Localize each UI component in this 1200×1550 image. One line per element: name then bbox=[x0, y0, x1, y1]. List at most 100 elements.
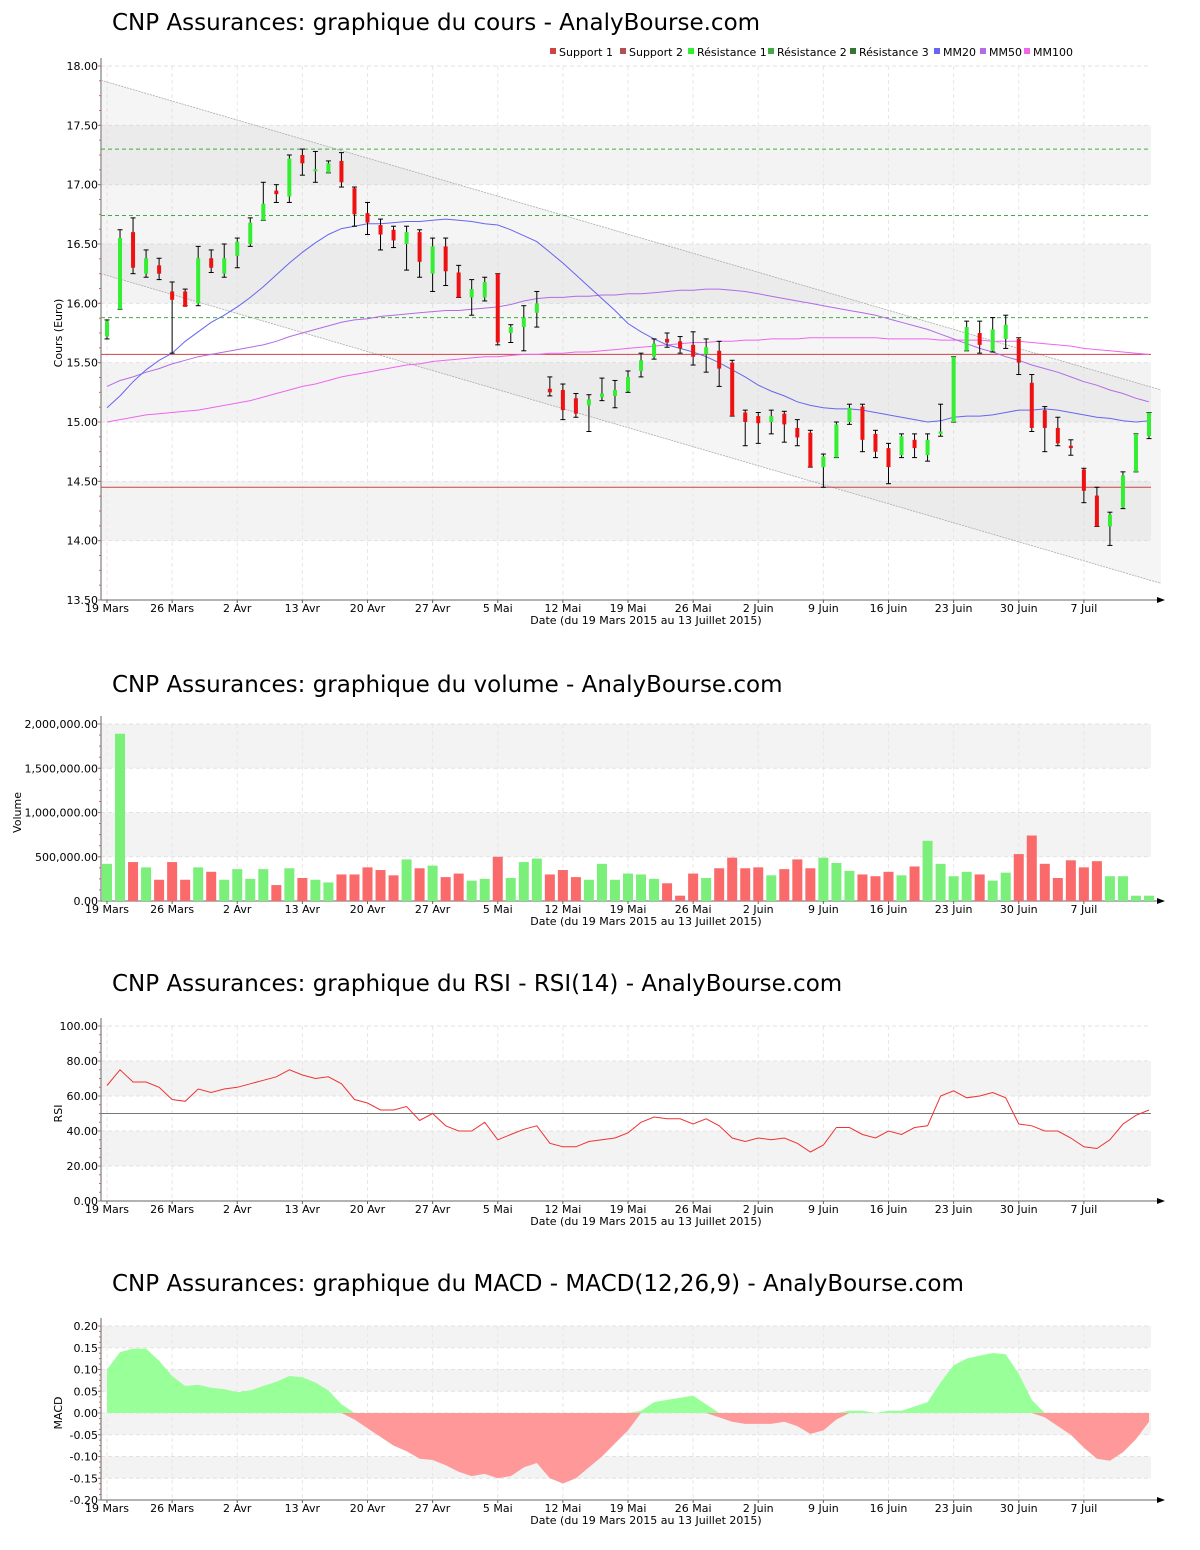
macd-xtick-label: 2 Avr bbox=[223, 1502, 252, 1515]
candle-body bbox=[404, 232, 409, 244]
volume-bar bbox=[1091, 861, 1102, 901]
candle-body bbox=[860, 406, 865, 440]
candle-body bbox=[639, 360, 644, 371]
candle-body bbox=[118, 238, 123, 310]
macd-ytick-label: -0.10 bbox=[70, 1451, 98, 1464]
volume-xtick-label: 26 Mai bbox=[675, 903, 712, 916]
rsi-line bbox=[106, 1069, 1150, 1153]
candle-body bbox=[209, 258, 214, 268]
candle-body bbox=[626, 376, 630, 392]
candle-body bbox=[326, 163, 331, 173]
volume-bar bbox=[310, 879, 321, 901]
rsi-chart-title: CNP Assurances: graphique du RSI - RSI(1… bbox=[112, 971, 843, 997]
volume-xtick-label: 13 Avr bbox=[285, 903, 321, 916]
price-band bbox=[101, 125, 1151, 185]
legend-swatch bbox=[1024, 48, 1030, 54]
volume-bar bbox=[792, 859, 803, 901]
volume-bar bbox=[1078, 867, 1089, 901]
candle-body bbox=[196, 258, 201, 304]
candle-body bbox=[170, 291, 175, 300]
candle-body bbox=[482, 281, 487, 298]
volume-bar bbox=[193, 867, 204, 901]
candle-body bbox=[612, 389, 617, 396]
volume-bar bbox=[154, 879, 165, 901]
candle-body bbox=[183, 291, 188, 307]
candle-body bbox=[352, 188, 357, 215]
volume-bar bbox=[636, 874, 647, 901]
macd-ytick-label: -0.15 bbox=[70, 1472, 98, 1485]
candle-body bbox=[925, 439, 930, 456]
volume-xtick-label: 30 Juin bbox=[1000, 903, 1038, 916]
macd-positive-area bbox=[107, 1348, 1149, 1413]
macd-xtick-label: 13 Avr bbox=[285, 1502, 321, 1515]
volume-bar bbox=[1130, 895, 1141, 901]
volume-bar bbox=[115, 733, 126, 901]
candle-body bbox=[521, 317, 526, 328]
candle-body bbox=[339, 160, 344, 183]
rsi-ytick-label: 80.00 bbox=[67, 1055, 99, 1068]
mm20-line bbox=[106, 218, 1150, 423]
macd-xtick-label: 26 Mars bbox=[150, 1502, 194, 1515]
price-xtick-label: 9 Juin bbox=[808, 602, 839, 615]
macd-xtick-label: 19 Mai bbox=[610, 1502, 647, 1515]
candle-body bbox=[652, 343, 657, 357]
rsi-ytick-label: 100.00 bbox=[60, 1020, 99, 1033]
volume-bar bbox=[167, 862, 178, 901]
volume-chart-title: CNP Assurances: graphique du volume - An… bbox=[112, 672, 783, 698]
candle-body bbox=[899, 436, 904, 456]
volume-bar bbox=[1065, 860, 1076, 901]
candle-body bbox=[730, 362, 735, 417]
price-chart: 13.50 14.00 14.50 15.00 15.50 16.00 16.50 17.00… bbox=[52, 46, 1165, 627]
candle-body bbox=[977, 333, 982, 345]
macd-xtick-label: 5 Mai bbox=[483, 1502, 513, 1515]
candle-body bbox=[430, 246, 435, 274]
volume-bar bbox=[505, 877, 516, 901]
volume-bar bbox=[297, 877, 308, 901]
macd-ytick-label: 0.20 bbox=[74, 1320, 99, 1333]
rsi-ytick-label: 40.00 bbox=[67, 1125, 99, 1138]
volume-bar bbox=[609, 879, 620, 901]
candle-body bbox=[678, 341, 683, 349]
price-ytick-label: 16.50 bbox=[67, 238, 99, 251]
macd-xtick-label: 20 Avr bbox=[350, 1502, 386, 1515]
candle-body bbox=[391, 229, 396, 241]
volume-bar bbox=[688, 873, 699, 901]
candle-body bbox=[704, 347, 709, 355]
price-ytick-label: 17.00 bbox=[67, 179, 99, 192]
rsi-band bbox=[101, 1061, 1151, 1096]
volume-bar bbox=[427, 865, 438, 901]
macd-xtick-label: 9 Juin bbox=[808, 1502, 839, 1515]
candle-body bbox=[131, 232, 136, 268]
volume-bar bbox=[479, 878, 490, 901]
volume-bar bbox=[349, 874, 360, 901]
volume-bar bbox=[401, 859, 412, 901]
volume-bar bbox=[1144, 895, 1154, 901]
legend-label: Support 2 bbox=[629, 46, 683, 59]
macd-negative-area bbox=[107, 1413, 1149, 1484]
macd-xtick-label: 26 Mai bbox=[675, 1502, 712, 1515]
macd-band bbox=[101, 1326, 1151, 1348]
candle-body bbox=[769, 416, 774, 422]
volume-bar bbox=[766, 875, 777, 901]
macd-xtick-label: 16 Juin bbox=[870, 1502, 908, 1515]
price-chart-panel: CNP Assurances: graphique du cours - Ana… bbox=[0, 0, 1200, 640]
price-ytick-label: 17.50 bbox=[67, 119, 99, 132]
rsi-ytick-label: 0.00 bbox=[74, 1195, 99, 1208]
volume-xtick-label: 9 Juin bbox=[808, 903, 839, 916]
candle-body bbox=[599, 393, 604, 398]
volume-bar bbox=[336, 874, 347, 901]
price-xtick-label: 13 Avr bbox=[285, 602, 321, 615]
volume-bar bbox=[675, 895, 686, 901]
volume-bar bbox=[284, 868, 295, 901]
volume-xtick-label: 26 Mars bbox=[150, 903, 194, 916]
macd-xaxis-title: Date (du 19 Mars 2015 au 13 Juillet 2015… bbox=[530, 1514, 761, 1527]
candle-body bbox=[1042, 410, 1047, 428]
candle-body bbox=[847, 407, 852, 422]
legend-label: MM50 bbox=[989, 46, 1022, 59]
price-ytick-label: 14.00 bbox=[67, 535, 99, 548]
rsi-xtick-label: 13 Avr bbox=[285, 1203, 321, 1216]
volume-bar bbox=[1052, 877, 1063, 901]
volume-bar bbox=[1000, 872, 1011, 901]
candle-body bbox=[547, 388, 552, 393]
volume-xtick-label: 16 Juin bbox=[870, 903, 908, 916]
